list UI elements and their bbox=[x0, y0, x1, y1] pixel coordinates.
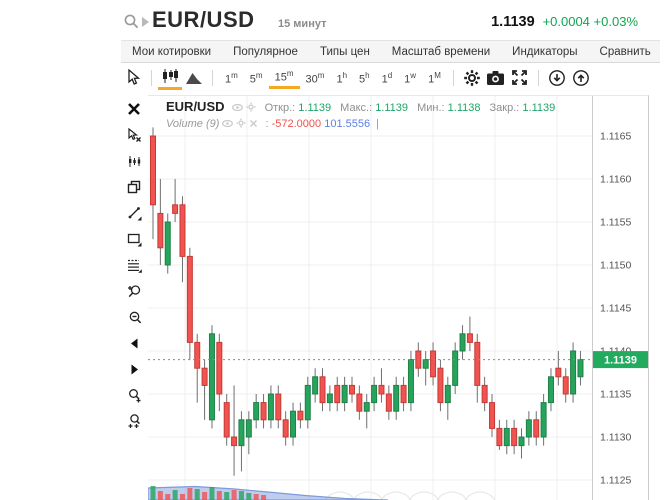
toolbar-separator bbox=[452, 69, 454, 86]
header: EUR/USD 15 минут 1.1139 +0.0004 +0.03% bbox=[120, 4, 660, 38]
axis-label: 1.1160 bbox=[600, 174, 631, 186]
candlestick-type-icon[interactable] bbox=[158, 65, 182, 90]
last-price: 1.1139 bbox=[491, 14, 535, 30]
open-label: Откр.: bbox=[264, 102, 296, 114]
high-value: 1.1139 bbox=[375, 102, 409, 114]
low-value: 1.1138 bbox=[447, 102, 481, 114]
timeframe-1w[interactable]: 1w bbox=[404, 70, 417, 86]
area-type-icon[interactable] bbox=[182, 67, 206, 89]
open-value: 1.1139 bbox=[298, 102, 332, 114]
toolbar-separator bbox=[151, 69, 152, 86]
axis-label: 1.1145 bbox=[600, 303, 631, 315]
current-price-badge: 1.1139 bbox=[593, 351, 648, 369]
zoom-out-icon[interactable] bbox=[120, 304, 148, 330]
chart-legend: EUR/USD Откр.: 1.1139 Макс.: 1.1139 Мин.… bbox=[166, 99, 606, 133]
timeframe-group: 1m 5m 15m 30m 1h 5h 1d 1w 1M bbox=[219, 66, 447, 89]
axis-label: 1.1150 bbox=[600, 260, 631, 272]
axis-label: 1.1130 bbox=[600, 432, 631, 444]
axis-label: 1.1125 bbox=[600, 475, 631, 487]
trend-line-icon[interactable] bbox=[120, 200, 148, 226]
symbol-caret-icon bbox=[142, 17, 149, 27]
fib-lines-icon[interactable] bbox=[120, 252, 148, 278]
eye-icon[interactable] bbox=[222, 118, 234, 133]
pattern-candles-icon[interactable] bbox=[120, 148, 148, 174]
load-cloud-icon[interactable] bbox=[569, 67, 593, 89]
gear-icon[interactable] bbox=[246, 102, 256, 117]
legend-volume-row: Volume (9) : -572.0000 101.5556 | bbox=[166, 117, 606, 133]
zoom-in-icon[interactable] bbox=[120, 278, 148, 304]
chart-toolbar: 1m 5m 15m 30m 1h 5h 1d 1w 1M bbox=[121, 63, 660, 92]
cursor-icon[interactable] bbox=[121, 67, 145, 89]
axis-label: 1.1155 bbox=[600, 217, 631, 229]
low-label: Мин.: bbox=[417, 102, 445, 114]
search-icon[interactable] bbox=[123, 13, 140, 35]
drawing-sidebar bbox=[120, 96, 148, 434]
remove-indicator-icon[interactable] bbox=[249, 118, 258, 133]
timeframe-1m[interactable]: 1m bbox=[225, 70, 238, 86]
indicator-name: Volume (9) bbox=[166, 118, 220, 130]
screenshot-camera-icon[interactable] bbox=[484, 67, 508, 89]
close-value: 1.1139 bbox=[522, 102, 556, 114]
gear-icon[interactable] bbox=[236, 118, 246, 133]
eye-icon[interactable] bbox=[231, 102, 243, 117]
close-label: Закр.: bbox=[489, 102, 520, 114]
timeframe-5h[interactable]: 5h bbox=[359, 70, 370, 86]
zoom-select-icon[interactable] bbox=[120, 382, 148, 408]
timeframe-30m[interactable]: 30m bbox=[305, 70, 325, 86]
timeframe-15m[interactable]: 15m bbox=[268, 66, 300, 89]
symbol-title: EUR/USD bbox=[152, 7, 255, 32]
menu-item-my-quotes[interactable]: Мои котировки bbox=[132, 45, 212, 58]
volume-bars bbox=[150, 486, 267, 500]
menu-item-price-types[interactable]: Типы цен bbox=[319, 45, 370, 58]
high-label: Макс.: bbox=[340, 102, 373, 114]
watermark-circles bbox=[324, 491, 496, 500]
scroll-right-icon[interactable] bbox=[120, 356, 148, 382]
legend-bar: | bbox=[376, 118, 380, 130]
chart-canvas[interactable]: 1.11651.11601.11551.11501.11451.11401.11… bbox=[148, 95, 649, 500]
gridlines bbox=[148, 95, 592, 500]
toolbar-separator bbox=[212, 69, 213, 86]
timeframe-1M[interactable]: 1M bbox=[428, 70, 441, 86]
menu-bar: Мои котировки Популярное Типы цен Масштаб в… bbox=[121, 40, 660, 63]
toolbar-separator bbox=[537, 69, 539, 86]
candles bbox=[150, 127, 584, 476]
menu-item-compare[interactable]: Сравнить bbox=[599, 45, 651, 58]
axis-label: 1.1135 bbox=[600, 389, 631, 401]
volume-ma-value: 101.5556 bbox=[324, 118, 371, 130]
settings-gear-icon[interactable] bbox=[460, 67, 484, 89]
price-change: +0.0004 +0.03% bbox=[542, 14, 638, 29]
save-cloud-icon[interactable] bbox=[545, 67, 569, 89]
legend-symbol: EUR/USD bbox=[166, 99, 225, 114]
price-axis[interactable]: 1.11651.11601.11551.11501.11451.11401.11… bbox=[600, 131, 631, 487]
cursor-delete-icon[interactable] bbox=[120, 122, 148, 148]
timeframe-label: 15 минут bbox=[278, 18, 327, 30]
menu-item-popular[interactable]: Популярное bbox=[233, 45, 298, 58]
fullscreen-icon[interactable] bbox=[508, 67, 532, 89]
volume-value: -572.0000 bbox=[271, 118, 322, 130]
navigator-overview[interactable] bbox=[148, 485, 389, 500]
axis-label: 1.1165 bbox=[600, 131, 631, 143]
menu-item-indicators[interactable]: Индикаторы bbox=[512, 45, 578, 58]
quote-block: 1.1139 +0.0004 +0.03% bbox=[491, 13, 638, 30]
copy-icon[interactable] bbox=[120, 174, 148, 200]
svg-text:1.1139: 1.1139 bbox=[604, 355, 637, 367]
timeframe-5m[interactable]: 5m bbox=[249, 70, 263, 86]
zoom-reset-icon[interactable] bbox=[120, 408, 148, 434]
menu-item-time-scale[interactable]: Масштаб времени bbox=[391, 45, 491, 58]
scroll-left-icon[interactable] bbox=[120, 330, 148, 356]
rectangle-shape-icon[interactable] bbox=[120, 226, 148, 252]
timeframe-1d[interactable]: 1d bbox=[381, 70, 393, 86]
timeframe-1h[interactable]: 1h bbox=[336, 70, 348, 86]
legend-main-row: EUR/USD Откр.: 1.1139 Макс.: 1.1139 Мин.… bbox=[166, 99, 606, 117]
volume-colon: : bbox=[265, 118, 269, 130]
close-icon[interactable] bbox=[120, 96, 148, 122]
